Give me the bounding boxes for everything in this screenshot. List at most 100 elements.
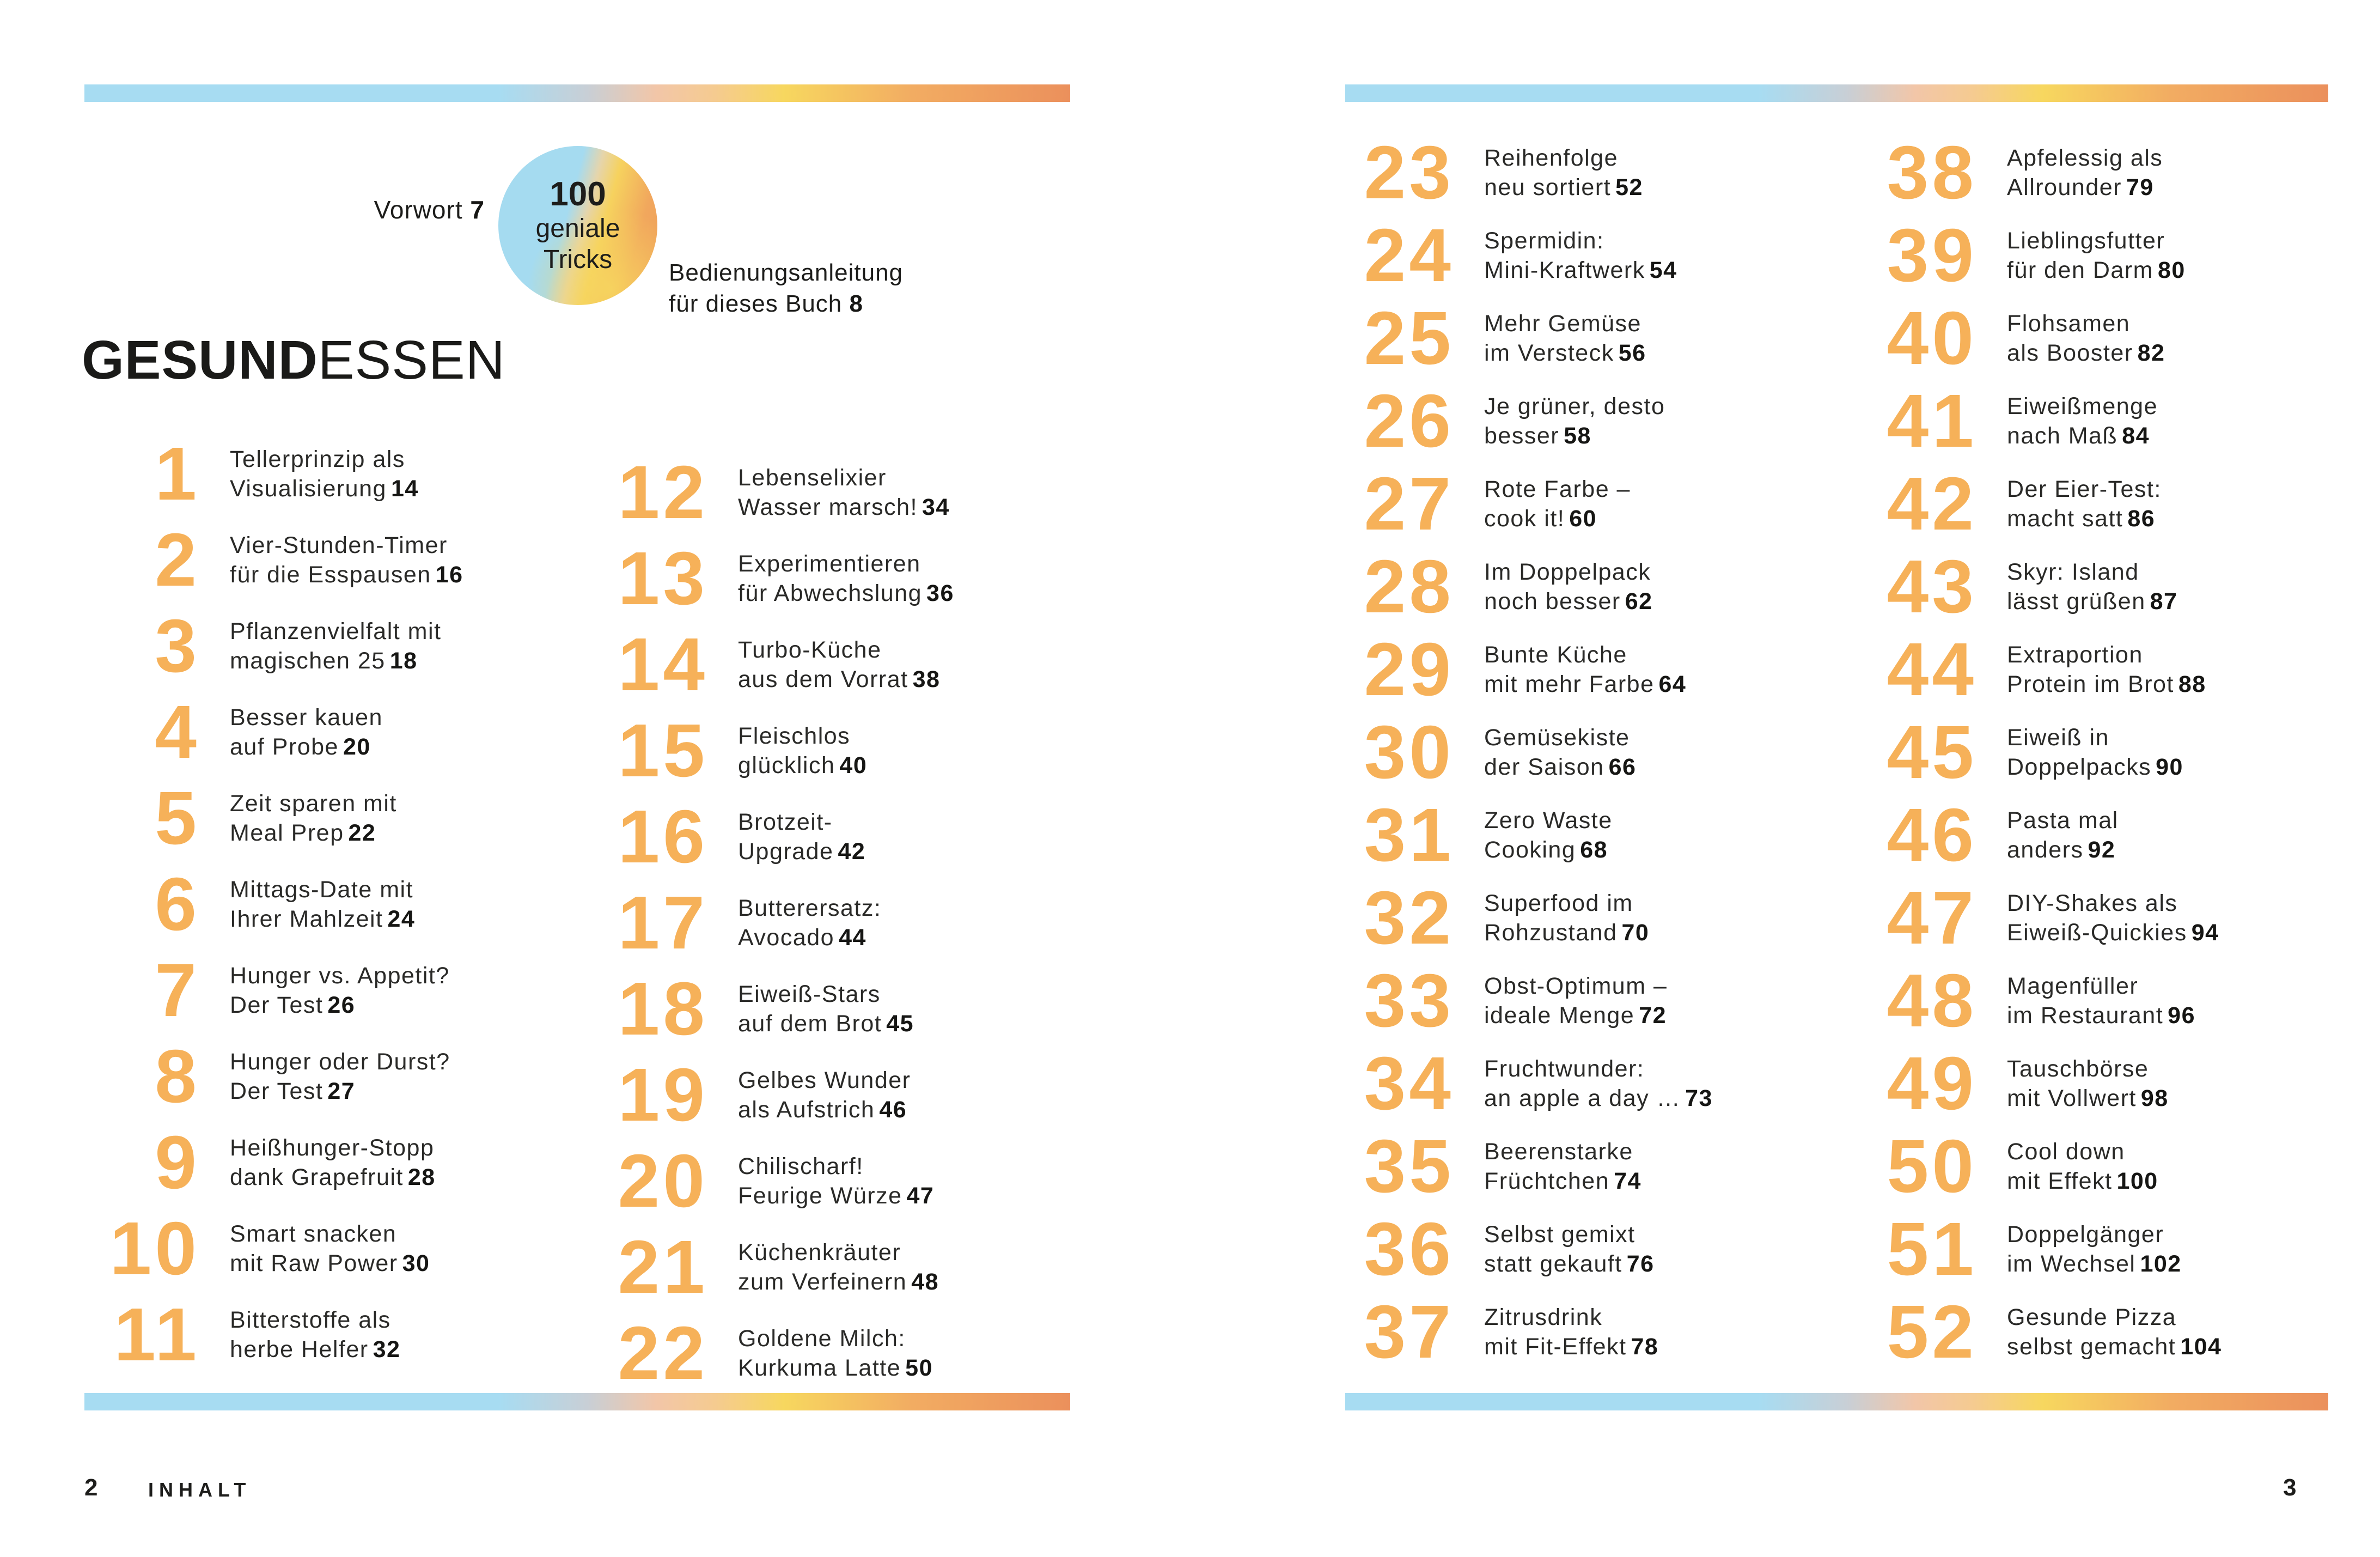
section-title-light: ESSEN [318,330,505,391]
entry-page-number: 96 [2168,1002,2196,1029]
entry-number: 48 [1887,959,1977,1043]
entry-line-2: macht satt 86 [2007,506,2156,532]
entry-text: Zitrusdrink mit Fit-Effekt 78 [1484,1303,1658,1361]
entry-line-2: selbst gemacht 104 [2007,1334,2222,1360]
page-number-left: 2 [84,1474,98,1501]
entry-line-1: Pasta mal [2007,807,2119,834]
entry-page-number: 22 [348,820,376,846]
entry-line-1: Magenfüller [2007,973,2139,999]
manual-note: Bedienungsanleitung für dieses Buch 8 [669,257,903,319]
entry-line-1: Doppelgänger [2007,1221,2164,1248]
entry-line-1: Küchenkräuter [738,1239,901,1266]
entry-line-2: für Abwechslung 36 [738,580,954,606]
entry-line-2: ideale Menge 72 [1484,1002,1667,1029]
entry-page-number: 82 [2137,340,2165,366]
toc-entry: 52 Gesunde Pizza selbst gemacht 104 [1857,1290,2222,1374]
entry-page-number: 30 [402,1250,430,1276]
gradient-bar-top-right [1345,84,2328,102]
entry-line-1: Pflanzenvielfalt mit [230,618,442,644]
entry-text: Magenfüller im Restaurant 96 [2007,971,2195,1030]
toc-entry: 8 Hunger oder Durst? Der Test 27 [80,1039,463,1114]
entry-text: Spermidin: Mini-Kraftwerk 54 [1484,226,1677,285]
toc-entry: 15 Fleischlos glücklich 40 [588,713,954,788]
toc-entry: 22 Goldene Milch: Kurkuma Latte 50 [588,1316,954,1391]
entry-number: 35 [1364,1124,1454,1208]
toc-entry: 42 Der Eier-Test: macht satt 86 [1857,466,2222,542]
entry-line-1: Selbst gemixt [1484,1221,1636,1248]
entry-line-2: Upgrade 42 [738,838,866,865]
entry-page-number: 48 [911,1269,939,1295]
badge-count: 100 [550,175,606,213]
toc-entry: 29 Bunte Küche mit mehr Farbe 64 [1334,632,1713,707]
entry-line-1: Tellerprinzip als [230,446,405,472]
entry-number: 52 [1887,1290,1977,1374]
entry-text: Vier-Stunden-Timer für die Esspausen 16 [230,531,463,589]
toc-entry: 26 Je grüner, desto besser 58 [1334,384,1713,459]
entry-line-2: im Versteck 56 [1484,340,1646,366]
entry-page-number: 94 [2191,920,2219,946]
toc-entry: 12 Lebenselixier Wasser marsch! 34 [588,455,954,530]
entry-text: Fruchtwunder: an apple a day … 73 [1484,1054,1713,1113]
entry-page-number: 45 [886,1011,914,1037]
entry-number: 40 [1887,296,1977,380]
entry-line-1: Flohsamen [2007,311,2131,337]
entry-line-1: Tauschbörse [2007,1056,2149,1082]
entry-text: Eiweiß-Stars auf dem Brot 45 [738,980,914,1038]
toc-entry: 43 Skyr: Island lässt grüßen 87 [1857,549,2222,624]
entry-text: Pflanzenvielfalt mit magischen 25 18 [230,617,442,676]
entry-number: 24 [1364,214,1454,297]
manual-page-number: 8 [849,290,863,317]
entry-page-number: 32 [373,1336,401,1363]
entry-number: 3 [155,604,200,688]
toc-entry: 38 Apfelessig als Allrounder 79 [1857,135,2222,210]
entry-page-number: 42 [838,838,866,865]
toc-entry: 49 Tauschbörse mit Vollwert 98 [1857,1042,2222,1126]
entry-line-2: Früchtchen 74 [1484,1168,1641,1194]
entry-text: Besser kauen auf Probe 20 [230,703,383,762]
entry-line-1: Cool down [2007,1139,2125,1165]
manual-line-2: für dieses Buch [669,290,843,317]
entry-text: Flohsamen als Booster 82 [2007,309,2165,368]
entry-number: 9 [155,1121,200,1205]
toc-entry: 35 Beerenstarke Früchtchen 74 [1334,1124,1713,1208]
entry-line-2: Kurkuma Latte 50 [738,1355,933,1381]
entry-line-2: Ihrer Mahlzeit 24 [230,906,416,932]
toc-entry: 7 Hunger vs. Appetit? Der Test 26 [80,948,463,1032]
entry-line-1: Obst-Optimum – [1484,973,1668,999]
entry-line-1: Gesunde Pizza [2007,1304,2177,1330]
entry-line-1: Vier-Stunden-Timer [230,532,448,558]
entry-text: Obst-Optimum – ideale Menge 72 [1484,971,1667,1030]
entry-page-number: 73 [1685,1085,1713,1111]
entry-text: Experimentieren für Abwechslung 36 [738,549,954,608]
entry-line-2: zum Verfeinern 48 [738,1269,939,1295]
entry-number: 27 [1364,462,1454,546]
entry-line-1: Eiweiß in [2007,725,2109,751]
entry-number: 6 [155,862,200,946]
entry-number: 51 [1887,1207,1977,1291]
entry-page-number: 88 [2178,671,2206,697]
entry-number: 13 [618,537,708,621]
section-title: GESUNDESSEN [82,332,505,388]
entry-page-number: 80 [2157,257,2186,283]
toc-entry: 18 Eiweiß-Stars auf dem Brot 45 [588,971,954,1047]
entry-page-number: 27 [327,1078,356,1104]
entry-line-2: anders 92 [2007,837,2116,863]
entry-number: 7 [155,948,200,1032]
entry-text: Im Doppelpack noch besser 62 [1484,557,1653,616]
entry-line-1: Heißhunger-Stopp [230,1135,435,1161]
entry-number: 44 [1887,628,1977,711]
entry-line-1: Hunger oder Durst? [230,1049,450,1075]
entry-page-number: 70 [1621,920,1650,946]
entry-number: 49 [1887,1042,1977,1126]
entry-text: Reihenfolge neu sortiert 52 [1484,143,1643,202]
gradient-bar-top-left [84,84,1070,102]
entry-page-number: 68 [1580,837,1608,863]
toc-entry: 28 Im Doppelpack noch besser 62 [1334,549,1713,624]
entry-text: Eiweißmenge nach Maß 84 [2007,392,2158,451]
entry-text: DIY-Shakes als Eiweiß-Quickies 94 [2007,889,2219,947]
entry-text: Cool down mit Effekt 100 [2007,1137,2158,1196]
entry-line-1: Beerenstarke [1484,1139,1633,1165]
vorwort-line: Vorwort 7 [294,195,485,224]
entry-line-1: Rote Farbe – [1484,476,1631,502]
entry-line-2: lässt grüßen 87 [2007,588,2178,615]
